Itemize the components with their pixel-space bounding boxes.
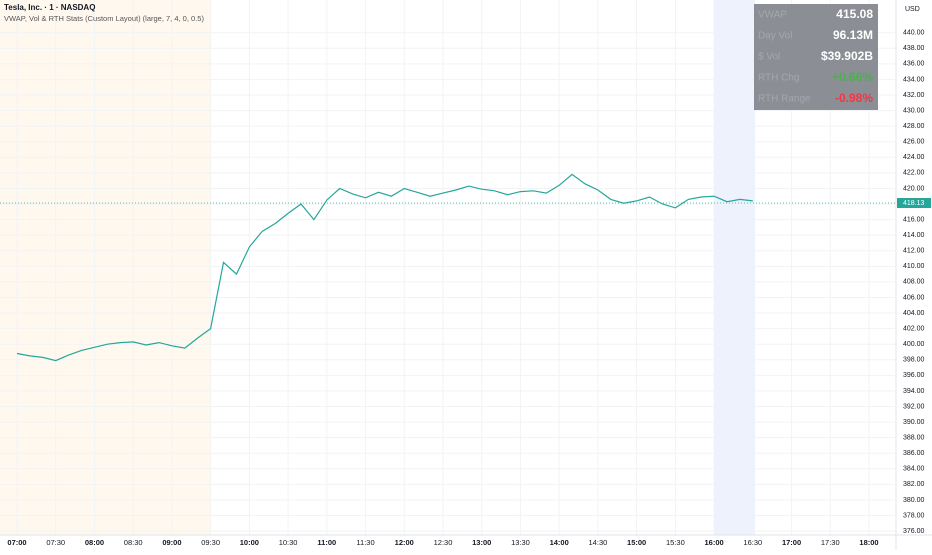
y-tick-label: 388.00 — [903, 434, 925, 441]
y-tick-label: 394.00 — [903, 388, 925, 395]
x-tick-label: 07:00 — [7, 538, 26, 547]
y-tick-label: 376.00 — [903, 528, 925, 535]
stats-label: RTH Chg — [758, 73, 800, 84]
y-tick-label: 382.00 — [903, 481, 925, 488]
x-tick-label: 10:30 — [279, 538, 298, 547]
y-tick-label: 386.00 — [903, 450, 925, 457]
currency: USD — [905, 6, 920, 13]
stats-label: VWAP — [758, 10, 787, 21]
y-tick-label: 424.00 — [903, 154, 925, 161]
y-tick-label: 414.00 — [903, 232, 925, 239]
price-line — [16, 173, 753, 362]
x-tick-label: 14:00 — [550, 538, 569, 547]
y-tick-label: 440.00 — [903, 30, 925, 37]
y-tick-label: 412.00 — [903, 248, 925, 255]
y-tick-label: 434.00 — [903, 76, 925, 83]
x-tick-label: 11:00 — [317, 538, 336, 547]
stats-value: -0.98% — [835, 91, 873, 105]
x-tick-label: 09:30 — [201, 538, 220, 547]
y-tick-label: 436.00 — [903, 61, 925, 68]
y-tick-label: 406.00 — [903, 294, 925, 301]
stats-value: +0.66% — [832, 70, 873, 84]
y-tick-label: 402.00 — [903, 325, 925, 332]
x-tick-label: 08:30 — [124, 538, 143, 547]
y-tick-label: 420.00 — [903, 185, 925, 192]
y-tick-label: 396.00 — [903, 372, 925, 379]
y-tick-label: 408.00 — [903, 279, 925, 286]
stats-label: Day Vol — [758, 31, 792, 42]
symbol: Tesla, Inc. · 1 · NASDAQ — [4, 3, 95, 12]
y-tick-label: 378.00 — [903, 512, 925, 519]
stats-label: $ Vol — [758, 52, 780, 63]
y-tick-label: 416.00 — [903, 216, 925, 223]
last-price-tag — [897, 198, 931, 209]
y-tick-label: 400.00 — [903, 341, 925, 348]
x-tick-label: 15:30 — [666, 538, 685, 547]
y-tick-label: 410.00 — [903, 263, 925, 270]
x-tick-label: 10:00 — [240, 538, 259, 547]
x-tick-label: 16:00 — [704, 538, 723, 547]
x-tick-label: 13:00 — [472, 538, 491, 547]
x-tick-label: 13:30 — [511, 538, 530, 547]
y-tick-label: 380.00 — [903, 497, 925, 504]
x-tick-label: 11:30 — [356, 538, 374, 547]
y-tick-label: 398.00 — [903, 357, 925, 364]
x-tick-label: 17:00 — [782, 538, 801, 547]
premarket-bg — [0, 0, 211, 535]
x-tick-label: 17:30 — [821, 538, 840, 547]
x-tick-label: 09:00 — [162, 538, 181, 547]
y-tick-label: 430.00 — [903, 107, 925, 114]
stats-value: 96.13M — [833, 28, 873, 42]
x-tick-label: 12:00 — [395, 538, 414, 547]
y-tick-label: 392.00 — [903, 403, 925, 410]
y-tick-label: 422.00 — [903, 170, 925, 177]
stats-table — [754, 4, 878, 110]
y-tick-label: 384.00 — [903, 466, 925, 473]
indicator: VWAP, Vol & RTH Stats (Custom Layout) (l… — [4, 14, 204, 23]
y-tick-label: 404.00 — [903, 310, 925, 317]
x-tick-label: 16:30 — [743, 538, 762, 547]
stats-label: RTH Range — [758, 94, 811, 105]
y-tick-label: 438.00 — [903, 45, 925, 52]
y-tick-label: 428.00 — [903, 123, 925, 130]
postmarket-bg — [714, 0, 755, 535]
x-tick-label: 08:00 — [85, 538, 104, 547]
stats-value: 415.08 — [836, 7, 873, 21]
stats-value: $39.902B — [821, 49, 873, 63]
y-tick-label: 390.00 — [903, 419, 925, 426]
y-tick-label: 426.00 — [903, 139, 925, 146]
x-tick-label: 14:30 — [589, 538, 608, 547]
x-tick-label: 12:30 — [434, 538, 453, 547]
x-tick-label: 07:30 — [46, 538, 65, 547]
x-tick-label: 15:00 — [627, 538, 646, 547]
last-price-label: 418.13 — [903, 200, 925, 207]
x-tick-label: 18:00 — [859, 538, 878, 547]
y-tick-label: 432.00 — [903, 92, 925, 99]
